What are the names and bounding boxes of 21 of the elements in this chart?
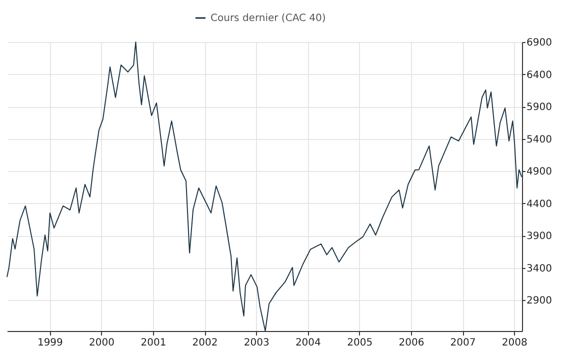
x-tick-label: 2004 (295, 338, 321, 348)
x-tick-label: 2005 (347, 338, 373, 348)
y-tick-label: 2900 (526, 296, 552, 307)
legend-label: Cours dernier (CAC 40) (210, 13, 326, 24)
y-tick-label: 4400 (526, 198, 552, 210)
y-tick-label: 6400 (526, 70, 552, 81)
x-tick-label: 2001 (140, 338, 166, 348)
x-tick-label: 2003 (244, 338, 270, 348)
y-tick-label: 5900 (526, 102, 552, 114)
x-tick-label: 2008 (502, 338, 528, 348)
y-tick-label: 4900 (526, 166, 552, 178)
y-tick-label: 5400 (526, 134, 552, 146)
x-tick-label: 1999 (37, 338, 63, 348)
y-tick-label: 3900 (526, 231, 552, 242)
y-tick-label: 6900 (526, 38, 552, 48)
x-tick-label: 2006 (398, 338, 424, 348)
x-tick-label: 2007 (450, 338, 476, 348)
y-tick-label: 3400 (526, 263, 552, 274)
x-tick-label: 2002 (192, 338, 218, 348)
line-series (6, 42, 522, 332)
x-tick-label: 2000 (89, 338, 114, 348)
